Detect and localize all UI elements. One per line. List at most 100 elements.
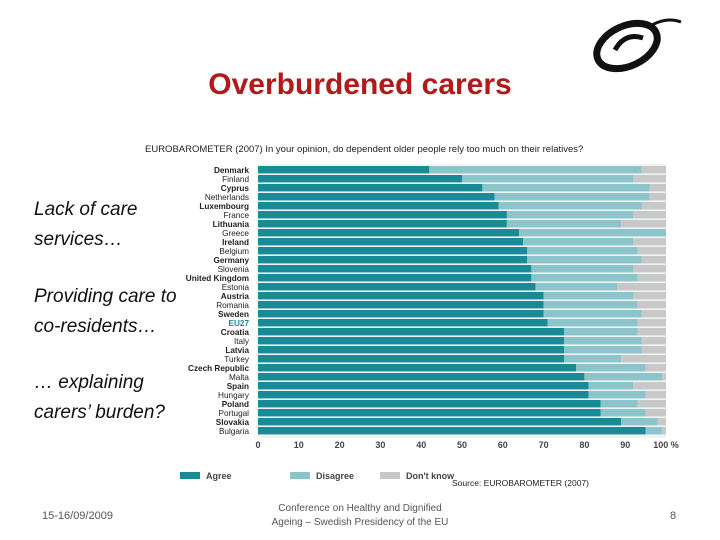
bar-don-t-know-22 [645, 364, 666, 372]
bar-agree-8 [258, 238, 524, 246]
bar-disagree-2 [482, 184, 650, 192]
bar-don-t-know-13 [617, 283, 666, 291]
bar-disagree-7 [519, 229, 666, 237]
chart-title: EUROBAROMETER (2007) In your opinion, do… [145, 144, 584, 155]
category-label: Turkey [224, 355, 250, 364]
bar-disagree-6 [506, 220, 622, 228]
bar-disagree-14 [543, 292, 634, 300]
category-label: Poland [222, 400, 249, 409]
bar-disagree-0 [429, 166, 642, 174]
bar-don-t-know-16 [641, 310, 666, 318]
category-label: Italy [234, 337, 250, 346]
bar-agree-12 [258, 274, 532, 282]
bar-don-t-know-26 [637, 400, 666, 408]
bar-don-t-know-3 [649, 193, 666, 201]
category-label: Ireland [222, 238, 249, 247]
bar-agree-2 [258, 184, 483, 192]
bar-agree-21 [258, 355, 564, 363]
category-label: Spain [227, 382, 249, 391]
bar-disagree-20 [564, 346, 642, 354]
x-tick-label: 30 [375, 440, 385, 450]
category-label: Slovenia [218, 265, 250, 274]
bar-agree-13 [258, 283, 536, 291]
bar-agree-18 [258, 328, 564, 336]
bar-don-t-know-28 [657, 418, 666, 426]
bar-don-t-know-29 [661, 427, 666, 435]
x-tick-label: 50 [457, 440, 467, 450]
footer-conference-line2: Ageing – Swedish Presidency of the EU [271, 517, 449, 528]
category-label: Denmark [214, 166, 249, 175]
x-tick-label: 20 [335, 440, 345, 450]
note-lack-of-care: Lack of care services… [34, 199, 138, 250]
bar-agree-4 [258, 202, 499, 210]
category-label: Germany [214, 256, 250, 265]
bar-disagree-18 [564, 328, 638, 336]
bar-agree-11 [258, 265, 532, 273]
legend-label: Don't know [406, 471, 455, 481]
x-tick-label: 10 [294, 440, 304, 450]
bar-agree-10 [258, 256, 528, 264]
x-tick-label: 60 [498, 440, 508, 450]
bar-don-t-know-20 [641, 346, 666, 354]
category-label: France [224, 211, 250, 220]
category-label: Slovakia [216, 418, 250, 427]
bar-disagree-19 [564, 337, 642, 345]
x-tick-label: 100 % [653, 440, 679, 450]
bar-don-t-know-18 [637, 328, 666, 336]
legend-label: Agree [206, 471, 232, 481]
bar-disagree-28 [621, 418, 658, 426]
bar-disagree-17 [547, 319, 638, 327]
bar-don-t-know-4 [641, 202, 666, 210]
footer-conference-line1: Conference on Healthy and Dignified [278, 503, 442, 514]
category-label: Greece [222, 229, 249, 238]
bar-disagree-13 [535, 283, 618, 291]
bar-don-t-know-27 [645, 409, 666, 417]
bar-agree-19 [258, 337, 564, 345]
category-label: Malta [229, 373, 249, 382]
category-label: Cyprus [221, 184, 250, 193]
bar-agree-17 [258, 319, 548, 327]
bar-don-t-know-0 [641, 166, 666, 174]
category-label: Belgium [219, 247, 249, 256]
category-label: Bulgaria [219, 427, 249, 436]
bar-disagree-24 [588, 382, 634, 390]
bar-agree-23 [258, 373, 585, 381]
bar-agree-25 [258, 391, 589, 399]
bar-disagree-5 [506, 211, 634, 219]
bar-disagree-12 [531, 274, 638, 282]
bar-agree-9 [258, 247, 528, 255]
category-label: EU27 [229, 319, 250, 328]
bar-don-t-know-17 [637, 319, 666, 327]
bar-agree-7 [258, 229, 520, 237]
legend-swatch [180, 472, 200, 479]
x-tick-label: 80 [579, 440, 589, 450]
category-label: Austria [221, 292, 250, 301]
bar-don-t-know-6 [621, 220, 666, 228]
x-tick-label: 70 [539, 440, 549, 450]
note-carers-burden: … explaining carers’ burden? [34, 372, 165, 423]
bar-disagree-27 [600, 409, 646, 417]
bar-agree-27 [258, 409, 601, 417]
bar-don-t-know-10 [641, 256, 666, 264]
bar-disagree-29 [645, 427, 662, 435]
category-label: Sweden [218, 310, 249, 319]
category-label: Croatia [221, 328, 250, 337]
bar-don-t-know-5 [633, 211, 666, 219]
bar-disagree-11 [531, 265, 634, 273]
x-tick-label: 0 [255, 440, 260, 450]
bar-don-t-know-9 [637, 247, 666, 255]
bar-agree-20 [258, 346, 564, 354]
bar-disagree-21 [564, 355, 622, 363]
bar-disagree-23 [584, 373, 662, 381]
note-providing-care: Providing care to co-residents… [34, 286, 177, 337]
category-label: Lithuania [213, 220, 250, 229]
bar-agree-5 [258, 211, 507, 219]
bar-agree-0 [258, 166, 430, 174]
category-label: Czech Republic [188, 364, 249, 373]
organization-logo [593, 18, 682, 73]
bar-agree-24 [258, 382, 589, 390]
bar-disagree-8 [523, 238, 634, 246]
category-label: Luxembourg [199, 202, 249, 211]
bar-agree-29 [258, 427, 646, 435]
